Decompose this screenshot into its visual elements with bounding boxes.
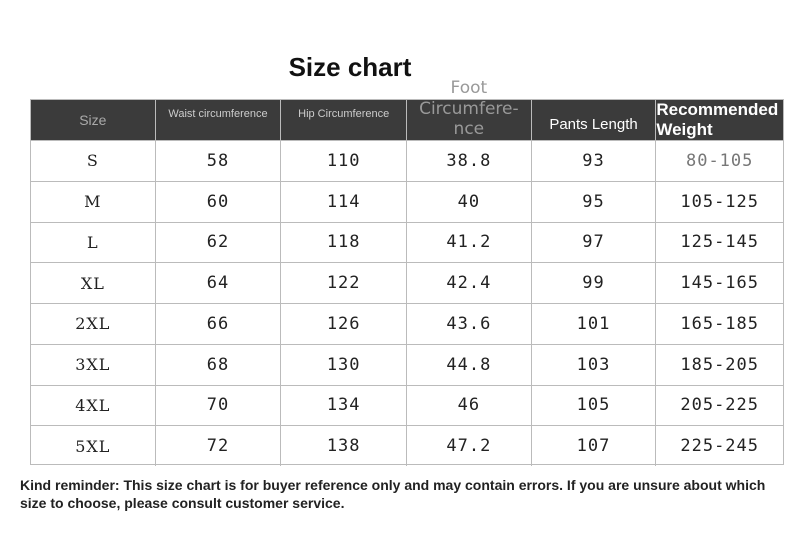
table-row: S 58 110 38.8 93 80-105 xyxy=(31,140,783,181)
cell-hip: 130 xyxy=(281,344,408,385)
cell-waist: 70 xyxy=(156,385,282,426)
cell-weight: 205-225 xyxy=(680,395,760,416)
cell-foot: 41.2 xyxy=(407,222,532,263)
cell-hip: 126 xyxy=(281,304,408,344)
cell-size: 2XL xyxy=(31,304,156,344)
cell-waist: 60 xyxy=(156,181,282,222)
cell-weight: 185-205 xyxy=(680,354,760,375)
cell-waist: 68 xyxy=(156,344,282,385)
cell-weight: 145-165 xyxy=(680,273,760,294)
header-foot-line2: Circumfere- xyxy=(419,99,519,119)
cell-pants-length: 103 xyxy=(532,344,657,385)
cell-size: L xyxy=(31,222,156,263)
cell-waist: 72 xyxy=(156,426,282,466)
cell-weight: 165-185 xyxy=(680,313,760,334)
cell-hip: 122 xyxy=(281,263,408,303)
cell-foot: 38.8 xyxy=(407,141,532,181)
cell-pants-length: 93 xyxy=(532,141,657,181)
header-row: Size Waist circumference Hip Circumferen… xyxy=(31,79,783,140)
cell-size: M xyxy=(31,181,156,222)
table-row: M 60 114 40 95 105-125 xyxy=(31,180,783,222)
cell-size: XL xyxy=(31,263,156,303)
cell-hip: 118 xyxy=(281,222,408,263)
cell-weight: 80-105 xyxy=(685,150,754,171)
header-foot-line1: Foot xyxy=(450,78,488,98)
header-size: Size xyxy=(31,100,156,140)
cell-size: S xyxy=(31,141,156,181)
reminder-note: Kind reminder: This size chart is for bu… xyxy=(20,477,766,511)
cell-pants-length: 95 xyxy=(532,181,657,222)
cell-pants-length: 105 xyxy=(532,385,657,426)
cell-weight: 125-145 xyxy=(680,232,760,253)
cell-foot: 47.2 xyxy=(407,426,532,466)
cell-foot: 46 xyxy=(407,385,532,426)
cell-hip: 138 xyxy=(281,426,408,466)
cell-weight: 225-245 xyxy=(680,436,760,457)
table-row: 4XL 70 134 46 105 205-225 xyxy=(31,384,783,426)
cell-waist: 64 xyxy=(156,263,282,303)
page-title: Size chart xyxy=(288,52,412,82)
cell-waist: 62 xyxy=(156,222,282,263)
cell-pants-length: 99 xyxy=(532,263,657,303)
cell-waist: 66 xyxy=(156,304,282,344)
table-row: 2XL 66 126 43.6 101 165-185 xyxy=(31,303,783,344)
cell-hip: 110 xyxy=(281,141,408,181)
cell-foot: 44.8 xyxy=(407,344,532,385)
table-row: L 62 118 41.2 97 125-145 xyxy=(31,221,783,263)
table-row: XL 64 122 42.4 99 145-165 xyxy=(31,262,783,303)
header-weight: Recommended Weight xyxy=(656,100,779,139)
table-row: 5XL 72 138 47.2 107 225-245 xyxy=(31,425,783,466)
header-waist: Waist circumference xyxy=(156,100,282,140)
cell-foot: 43.6 xyxy=(407,304,532,344)
cell-size: 4XL xyxy=(31,385,156,426)
header-hip: Hip Circumference xyxy=(281,100,408,140)
cell-size: 3XL xyxy=(31,344,156,385)
cell-waist: 58 xyxy=(156,141,282,181)
cell-pants-length: 101 xyxy=(532,304,657,344)
size-table: Size Waist circumference Hip Circumferen… xyxy=(30,79,784,466)
cell-foot: 42.4 xyxy=(407,263,532,303)
cell-foot: 40 xyxy=(407,181,532,222)
header-pants-length: Pants Length xyxy=(532,100,657,140)
cell-pants-length: 107 xyxy=(532,426,657,466)
header-foot-line3: nce xyxy=(453,119,485,139)
cell-weight: 105-125 xyxy=(680,191,760,212)
cell-hip: 134 xyxy=(281,385,408,426)
cell-size: 5XL xyxy=(31,426,156,466)
cell-hip: 114 xyxy=(281,181,408,222)
table-row: 3XL 68 130 44.8 103 185-205 xyxy=(31,343,783,385)
header-foot: Foot Circumfere- nce xyxy=(407,79,532,140)
cell-pants-length: 97 xyxy=(532,222,657,263)
